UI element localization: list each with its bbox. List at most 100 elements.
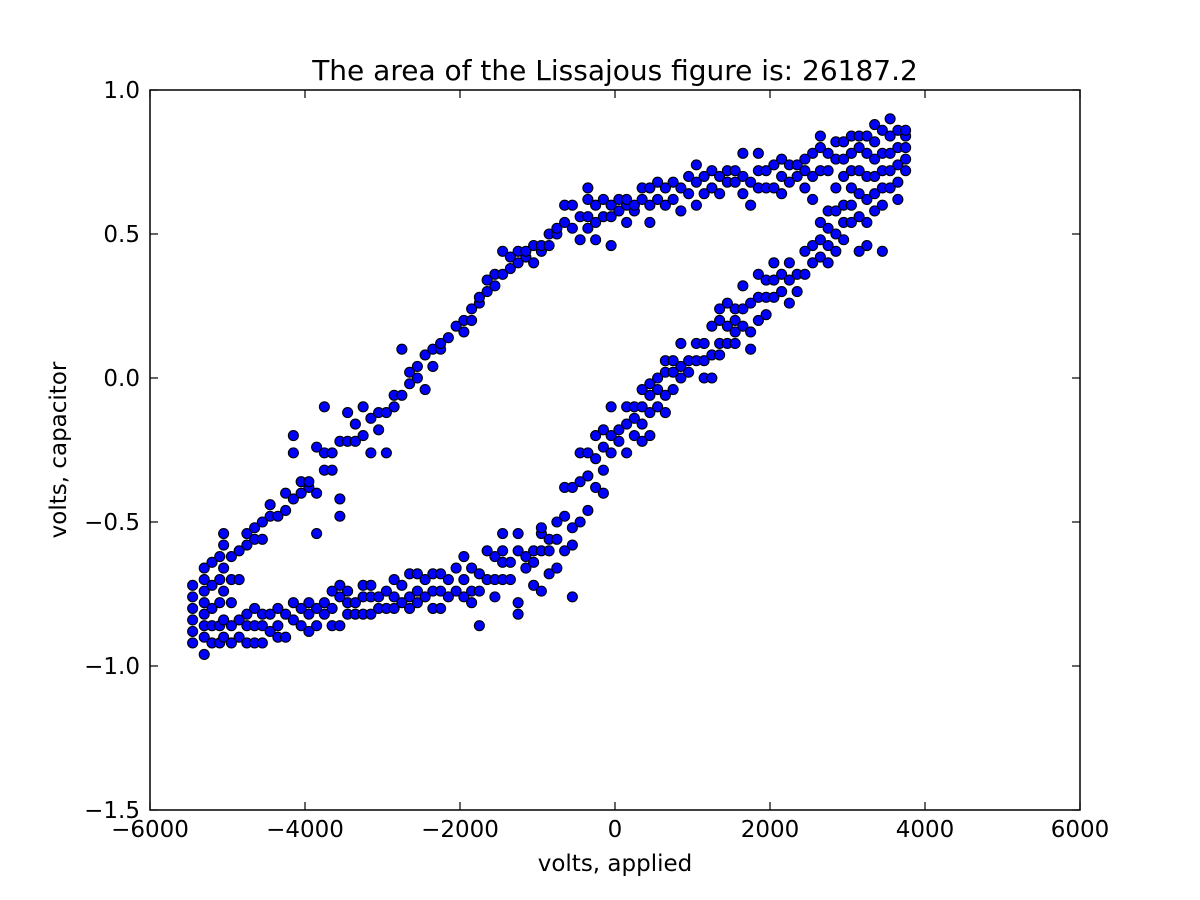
data-point [365,412,377,424]
data-point [303,625,315,637]
data-point [698,337,710,349]
x-tick-label: 6000 [1051,817,1110,843]
data-point [225,620,237,632]
data-point [233,631,245,643]
data-point [535,522,547,534]
data-point [869,188,881,200]
data-point [605,447,617,459]
data-point [876,245,888,257]
data-point [605,239,617,252]
data-point [582,504,594,517]
data-point [206,602,218,614]
data-point [884,113,896,125]
data-point [380,585,392,597]
data-point [365,447,377,459]
data-point [574,516,586,528]
data-point [760,165,772,177]
data-point [892,193,904,205]
data-point [799,182,811,194]
data-point [396,389,408,401]
data-point [869,153,881,165]
data-point [411,360,423,373]
data-point [342,407,354,419]
data-point [404,378,416,390]
data-point [706,320,718,332]
data-point [280,487,292,499]
data-point [853,245,865,257]
data-point [869,205,881,217]
data-point [551,533,563,545]
data-point [900,142,912,154]
data-point [853,165,865,177]
data-point [628,412,640,424]
data-point [326,464,338,476]
data-point [822,165,834,177]
x-axis-label: volts, applied [538,851,693,877]
data-point [667,176,679,188]
data-point [303,597,315,609]
data-point [675,360,687,373]
data-point [698,188,710,200]
data-point [652,372,664,384]
x-tick-label: −2000 [421,817,499,843]
data-point [605,211,617,223]
x-tick-label: −6000 [111,817,189,843]
x-tick-label: 2000 [741,817,800,843]
data-point [187,614,199,626]
data-point [644,430,656,442]
data-point [497,245,509,257]
data-point [621,216,633,229]
data-point [473,291,485,303]
data-point [311,527,323,540]
data-point [466,314,478,326]
data-point [621,447,633,459]
data-point [783,257,795,269]
data-point [597,464,609,476]
data-point [644,407,656,419]
data-point [218,539,230,551]
data-point [752,268,764,280]
data-point [504,263,516,275]
data-point [582,222,594,234]
data-point [737,188,749,200]
data-point [311,602,323,614]
data-point [241,608,253,620]
data-point [714,303,726,315]
data-point [198,585,210,597]
data-point [206,579,218,591]
data-point [520,562,532,574]
y-tick-label: 0.5 [103,222,140,248]
data-point [783,176,795,188]
data-point [822,147,834,159]
data-point [187,602,199,614]
data-point [504,251,516,263]
data-point [791,170,803,182]
data-point [349,435,361,447]
data-point [334,591,346,603]
data-point [714,170,726,182]
data-point [287,493,299,505]
data-point [830,245,842,257]
data-point [861,239,873,252]
data-point [582,193,594,205]
data-point [900,124,912,136]
data-point [551,222,563,234]
data-point [729,337,741,349]
data-point [729,165,741,177]
data-point [675,182,687,194]
data-point [214,597,226,609]
data-point [830,182,842,194]
data-point [768,291,780,303]
data-point [566,481,578,493]
data-point [845,182,857,194]
data-point [652,401,664,413]
data-point [566,591,578,603]
data-point [225,597,237,609]
data-point [636,383,648,396]
data-point [721,297,733,309]
data-point [466,303,478,315]
x-tick-label: −4000 [266,817,344,843]
data-point [396,343,408,355]
data-point [853,142,865,154]
